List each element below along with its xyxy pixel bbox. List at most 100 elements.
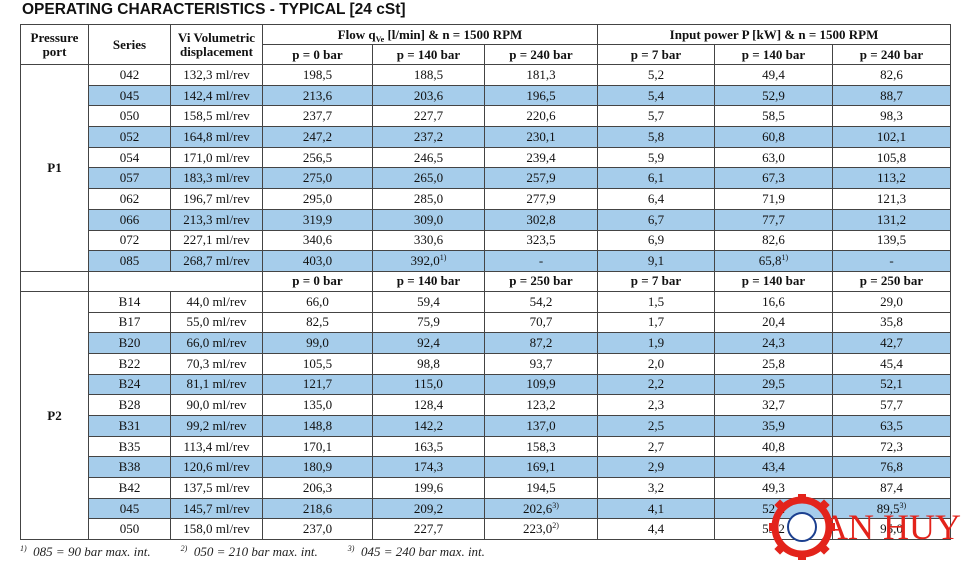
power-cell: 6,1 (597, 167, 715, 190)
blank-cell (88, 270, 263, 292)
footnote-text: 045 = 240 bar max. int. (360, 544, 485, 559)
flow-cell: 135,0 (262, 394, 373, 416)
flow-cell: 209,2 (372, 497, 485, 520)
series-cell: 050 (88, 105, 171, 128)
flow-cell: 123,2 (484, 394, 598, 416)
flow-cell: 403,0 (262, 250, 373, 272)
flow-cell: 239,4 (484, 146, 598, 169)
flow-cell: 218,6 (262, 497, 373, 520)
data-row: P2 B14 44,0 ml/rev 66,0 59,4 54,2 1,5 16,6 29,0 (20, 290, 951, 541)
displacement-cell: 145,7 ml/rev (170, 497, 263, 520)
flow-cell: 302,8 (484, 208, 598, 231)
series-cell: B42 (88, 477, 171, 499)
displacement-cell: 164,8 ml/rev (170, 126, 263, 148)
flow-cell: 196,5 (484, 84, 598, 107)
flow-cell: 206,3 (262, 477, 373, 499)
data-row: 054 171,0 ml/rev 256,5 246,5 239,4 5,9 63,0 105… (21, 146, 951, 169)
power-cell: 113,2 (832, 167, 951, 190)
footnote-ref: 2) (552, 521, 559, 531)
data-row: 057 183,3 ml/rev 275,0 265,0 257,9 6,1 67,3 113… (21, 167, 951, 190)
flow-cell: 163,5 (372, 435, 485, 458)
flow-cell: 230,1 (484, 126, 598, 148)
cell-value: 202,6 (523, 500, 553, 516)
power-cell: 52,9 (714, 84, 833, 107)
flow-cell: 265,0 (372, 167, 485, 190)
power-cell: 82,6 (714, 229, 833, 252)
flow-cell: 121,7 (262, 373, 373, 396)
footnote-text: 085 = 90 bar max. int. (33, 544, 151, 559)
power-cell: 67,3 (714, 167, 833, 190)
power-cell: 63,5 (832, 415, 951, 437)
power-cell: 131,2 (832, 208, 951, 231)
subheader-cell: p = 7 bar (597, 270, 715, 292)
power-cell: 5,7 (597, 105, 715, 128)
flow-cell: 220,6 (484, 105, 598, 128)
subheader-cell: p = 140 bar (714, 270, 833, 292)
series-cell: B28 (88, 394, 171, 416)
series-cell: 085 (88, 250, 171, 272)
power-cell: 60,8 (714, 126, 833, 148)
flow-cell: 277,9 (484, 188, 598, 210)
power-cell: 87,4 (832, 477, 951, 499)
power-cell: 49,3 (714, 477, 833, 499)
footnotes: 1) 085 = 90 bar max. int. 2) 050 = 210 ba… (20, 544, 515, 560)
footnote-ref: 1) (781, 253, 789, 263)
power-cell: 2,7 (597, 435, 715, 458)
data-row: B42 137,5 ml/rev 206,3 199,6 194,5 3,2 49,3 87,… (21, 477, 951, 499)
displacement-cell: 132,3 ml/rev (170, 64, 263, 86)
flow-cell: 319,9 (262, 208, 373, 231)
footnote: 2) 050 = 210 bar max. int. (181, 544, 318, 559)
power-cell: 102,1 (832, 126, 951, 148)
data-row: P1 042 132,3 ml/rev 198,5 188,5 181,3 5,2 49,4 8… (20, 64, 951, 272)
power-cell: 121,3 (832, 188, 951, 210)
series-cell: B20 (88, 332, 171, 354)
subheader-cell: p = 0 bar (262, 270, 373, 292)
power-cell: 25,8 (714, 352, 833, 375)
power-cell: 105,8 (832, 146, 951, 169)
power-cell: 3,2 (597, 477, 715, 499)
footnote-ref: 1) (439, 253, 447, 263)
flow-cell: 257,9 (484, 167, 598, 190)
flow-cell: 194,5 (484, 477, 598, 499)
displacement-cell: 120,6 ml/rev (170, 456, 263, 479)
flow-cell: 87,2 (484, 332, 598, 354)
power-cell: 16,6 (714, 290, 833, 313)
power-cell: 77,7 (714, 208, 833, 231)
power-cell: 65,81) (714, 250, 833, 272)
flow-cell: 237,2 (372, 126, 485, 148)
flow-cell: 309,0 (372, 208, 485, 231)
power-cell: 6,9 (597, 229, 715, 252)
subheader-cell: p = 250 bar (484, 270, 598, 292)
flow-cell: 285,0 (372, 188, 485, 210)
power-cell: 4,4 (597, 518, 715, 541)
flow-cell: 199,6 (372, 477, 485, 499)
displacement-cell: 142,4 ml/rev (170, 84, 263, 107)
displacement-cell: 99,2 ml/rev (170, 415, 263, 437)
footnote-ref: 3) (552, 500, 559, 510)
flow-cell: 340,6 (262, 229, 373, 252)
power-cell: 76,8 (832, 456, 951, 479)
subheader-cell: p = 140 bar (372, 44, 485, 65)
footnote-text: 050 = 210 bar max. int. (193, 544, 318, 559)
power-cell: - (832, 250, 951, 272)
header-cell: Input power P [kW] & n = 1500 RPM (597, 24, 951, 45)
flow-cell: 198,5 (262, 64, 373, 86)
flow-cell: 66,0 (262, 290, 373, 313)
flow-cell: 70,7 (484, 311, 598, 334)
flow-cell: 295,0 (262, 188, 373, 210)
displacement-cell: 81,1 ml/rev (170, 373, 263, 396)
flow-cell: 93,7 (484, 352, 598, 375)
data-row: B22 70,3 ml/rev 105,5 98,8 93,7 2,0 25,8 45,4 (21, 352, 951, 375)
flow-cell: - (484, 250, 598, 272)
power-cell: 40,8 (714, 435, 833, 458)
flow-cell: 213,6 (262, 84, 373, 107)
power-cell: 32,7 (714, 394, 833, 416)
subheader-cell: p = 240 bar (484, 44, 598, 65)
power-cell: 2,0 (597, 352, 715, 375)
power-cell: 35,9 (714, 415, 833, 437)
displacement-cell: 158,5 ml/rev (170, 105, 263, 128)
series-cell: 045 (88, 84, 171, 107)
flow-cell: 223,02) (484, 518, 598, 541)
series-cell: 052 (88, 126, 171, 148)
logo-text: AN HUY (822, 507, 961, 547)
